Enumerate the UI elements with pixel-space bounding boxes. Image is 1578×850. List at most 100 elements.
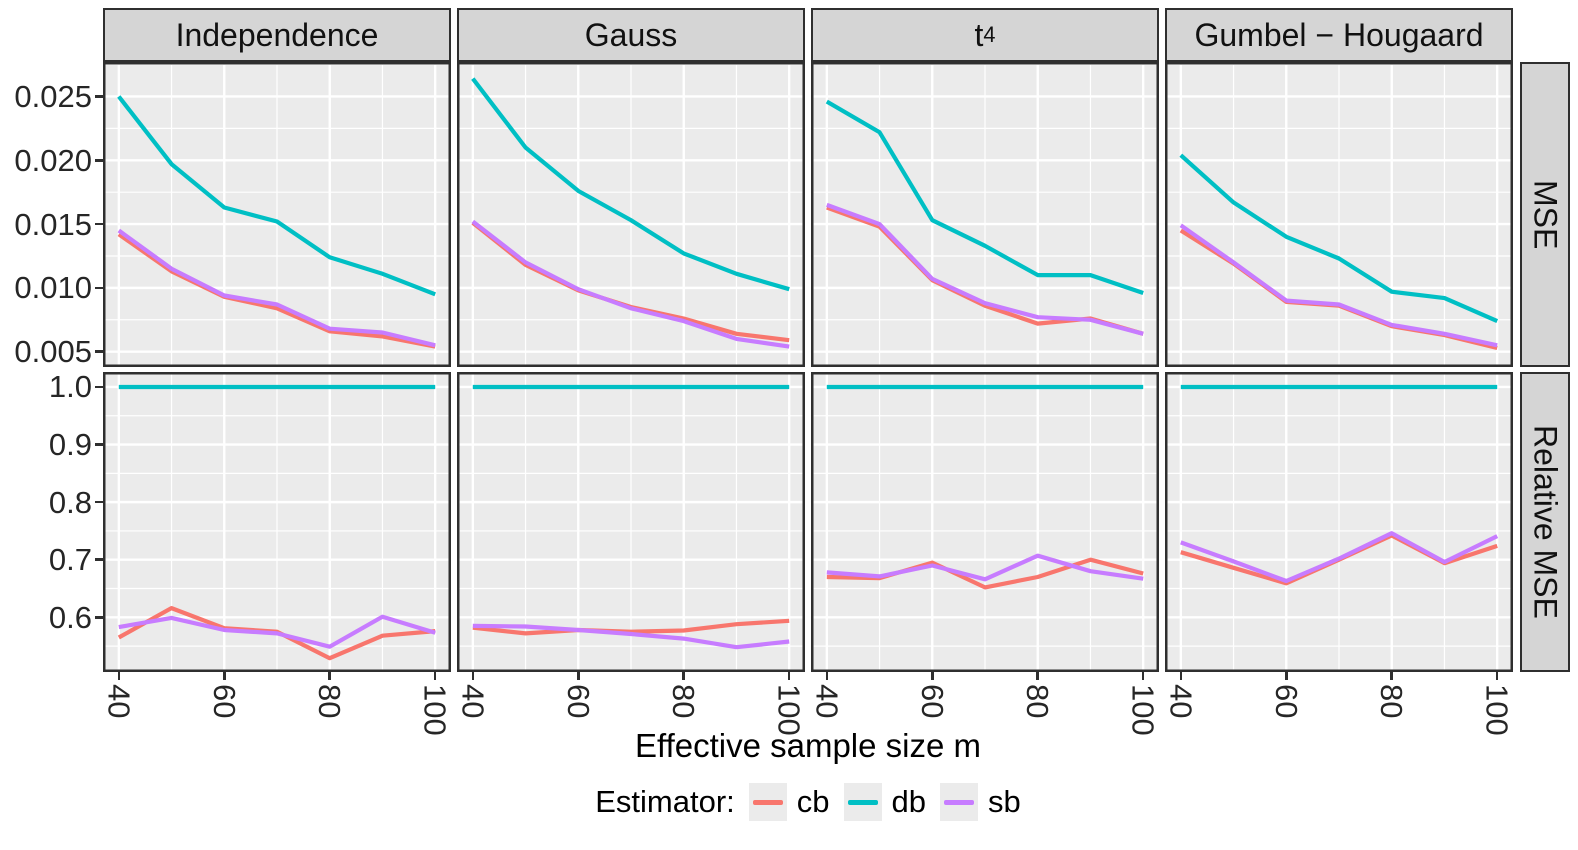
y-tick-label: 0.015 — [14, 206, 92, 242]
x-tick-mark — [787, 672, 791, 680]
x-tick-mark — [577, 672, 580, 680]
panel-border — [457, 62, 805, 367]
legend-key-line-db — [847, 799, 878, 805]
x-tick-mark — [1285, 672, 1288, 680]
plot-line-sb — [1179, 223, 1498, 348]
y-tick-mark — [95, 443, 103, 446]
x-tick-mark — [433, 672, 437, 680]
plot-line-sb — [826, 553, 1144, 582]
y-tick-mark — [95, 159, 103, 162]
panel-t4-relative-mse — [811, 372, 1159, 672]
y-tick-label: 0.9 — [48, 427, 92, 463]
x-tick-label: 60 — [914, 684, 950, 719]
x-tick-label: 60 — [206, 684, 242, 719]
x-tick-label: 40 — [1163, 684, 1199, 719]
y-tick-mark — [95, 558, 103, 561]
x-tick-mark — [825, 672, 829, 680]
facet-strip-label: Independence — [175, 16, 379, 53]
x-tick-mark — [471, 672, 475, 680]
legend: Estimator: cb db sb — [103, 783, 1513, 821]
legend-item-db: db — [843, 783, 926, 821]
plot-line-sb — [117, 228, 436, 348]
legend-label-db: db — [891, 784, 926, 819]
panel-border — [103, 62, 451, 367]
x-axis-title: Effective sample size m — [634, 727, 982, 764]
legend-key-line-cb — [752, 799, 783, 805]
facet-strip-label: t — [974, 16, 984, 53]
legend-title: Estimator: — [595, 784, 735, 819]
legend-item-cb: cb — [748, 783, 830, 821]
y-tick-label: 0.020 — [14, 142, 92, 178]
plot-line-sb — [471, 219, 790, 349]
facet-strip-gauss: Gauss — [457, 8, 805, 62]
legend-label-sb: sb — [988, 784, 1021, 819]
y-tick-label: 0.7 — [48, 542, 92, 578]
panel-gauss-mse — [457, 62, 805, 367]
x-tick-label: 100 — [417, 684, 453, 736]
legend-key-line-sb — [944, 799, 974, 805]
plot-line-sb — [118, 614, 436, 649]
legend-item-sb: sb — [940, 783, 1021, 821]
panel-border — [1165, 62, 1513, 367]
plot-line-sb — [826, 202, 1144, 336]
panel-t4-mse — [811, 62, 1159, 367]
plot-line-db — [825, 99, 1144, 295]
y-tick-mark — [95, 222, 103, 226]
y-tick-mark — [95, 500, 103, 504]
x-tick-mark — [1390, 672, 1393, 680]
facet-strip-subscript: 4 — [983, 22, 996, 48]
x-tick-mark — [223, 672, 226, 680]
panel-gauss-relative-mse — [457, 372, 805, 672]
panel-border — [103, 372, 451, 672]
facet-strip-label: Gumbel − Hougaard — [1194, 16, 1484, 53]
y-tick-label: 0.025 — [14, 78, 92, 114]
legend-key-db — [843, 783, 882, 821]
y-tick-label: 0.010 — [14, 270, 92, 306]
x-tick-label: 60 — [1268, 684, 1304, 719]
plot-line-db — [117, 95, 436, 297]
facet-strip-label: MSE — [1527, 179, 1564, 250]
x-tick-label: 100 — [771, 684, 807, 736]
plot-line-db — [471, 77, 790, 292]
panel-gumbel-hougaard-relative-mse — [1165, 372, 1513, 672]
y-tick-mark — [95, 385, 103, 389]
x-tick-label: 80 — [1020, 684, 1056, 719]
y-tick-mark — [95, 286, 103, 290]
x-tick-mark — [1495, 672, 1499, 680]
plot-line-cb — [472, 618, 790, 636]
facet-strip-gumbel-hougaard: Gumbel − Hougaard — [1165, 8, 1513, 62]
panel-independence-relative-mse — [103, 372, 451, 672]
y-tick-mark — [95, 95, 103, 98]
x-tick-mark — [1141, 672, 1145, 680]
x-tick-label: 80 — [666, 684, 702, 719]
facet-strip-label: Gauss — [584, 16, 678, 53]
x-tick-label: 60 — [560, 684, 596, 719]
panel-border — [457, 372, 805, 672]
panel-border — [811, 372, 1159, 672]
x-tick-mark — [1179, 672, 1183, 680]
facet-strip-mse: MSE — [1520, 62, 1570, 367]
plot-line-db — [1179, 153, 1499, 324]
x-tick-label: 100 — [1125, 684, 1161, 736]
panel-independence-mse — [103, 62, 451, 367]
x-tick-label: 40 — [101, 684, 137, 719]
x-tick-mark — [931, 672, 934, 680]
y-tick-label: 1.0 — [48, 369, 92, 405]
panel-border — [1165, 372, 1513, 672]
legend-key-sb — [940, 783, 978, 821]
x-tick-mark — [117, 672, 121, 680]
x-tick-mark — [682, 672, 685, 680]
facet-strip-relative-mse: Relative MSE — [1520, 372, 1570, 672]
plot-line-sb — [1180, 531, 1499, 584]
facet-strip-independence: Independence — [103, 8, 451, 62]
facet-strip-label: Relative MSE — [1527, 425, 1564, 619]
y-tick-mark — [95, 350, 103, 353]
x-tick-mark — [1036, 672, 1039, 680]
panel-gumbel-hougaard-mse — [1165, 62, 1513, 367]
x-tick-label: 100 — [1479, 684, 1515, 736]
plot-line-sb — [472, 623, 790, 650]
x-tick-label: 80 — [312, 684, 348, 719]
y-tick-label: 0.005 — [14, 334, 92, 370]
